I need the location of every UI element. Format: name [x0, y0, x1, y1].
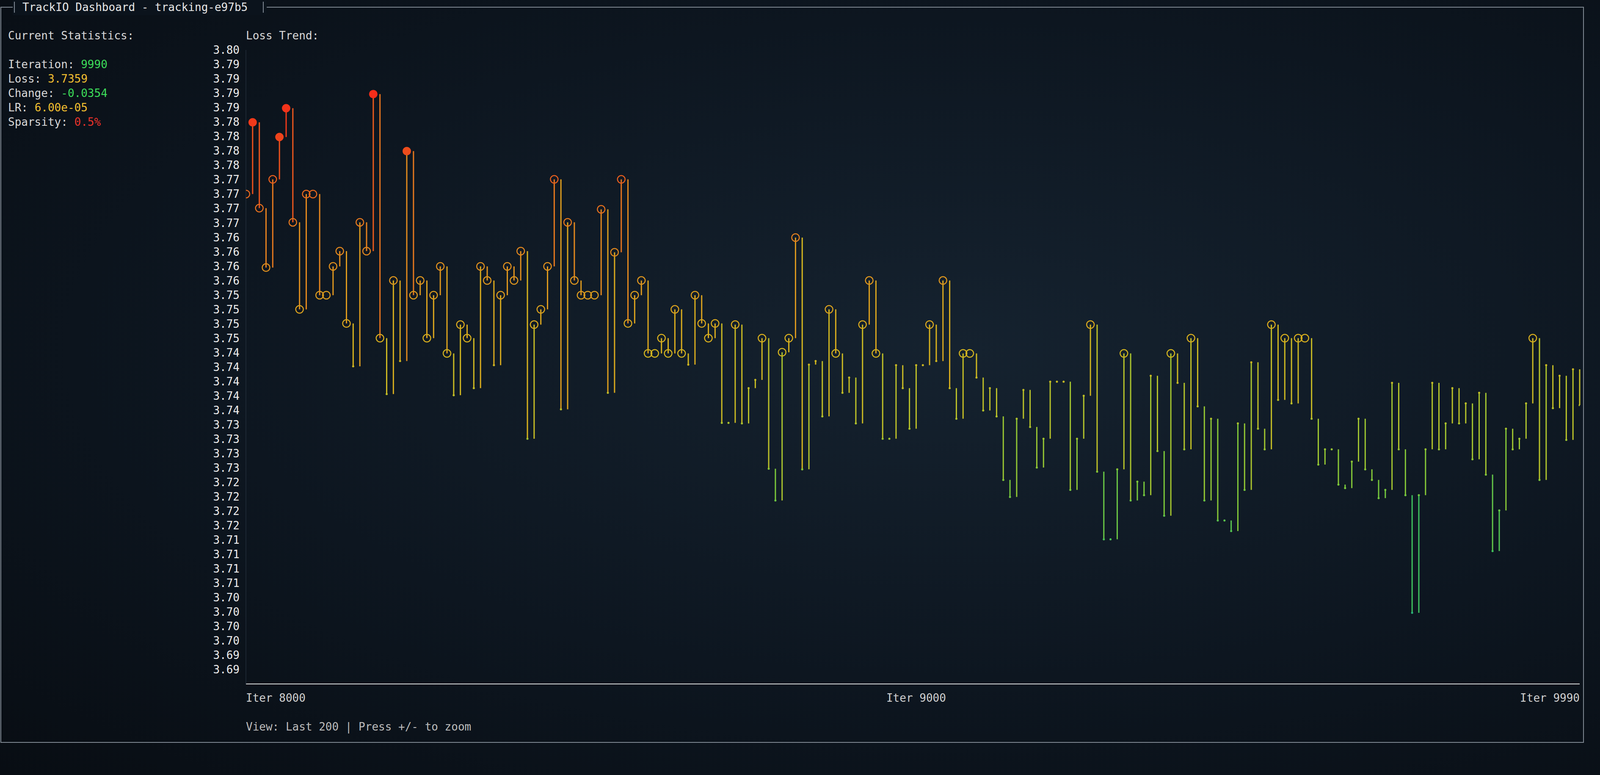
svg-text:3.76: 3.76: [212, 274, 240, 287]
svg-text:3.72: 3.72: [212, 475, 240, 489]
html-text:LR: 6.00e-05: LR: 6.00e-05: [8, 101, 88, 114]
svg-text:3.78: 3.78: [212, 158, 240, 172]
svg-text:Iter 8000: Iter 8000: [245, 691, 306, 704]
svg-text:Iter 9000: Iter 9000: [886, 691, 947, 704]
svg-text:3.76: 3.76: [212, 259, 240, 273]
svg-text:3.75: 3.75: [212, 288, 240, 302]
svg-text:3.72: 3.72: [212, 504, 240, 518]
svg-text:3.77: 3.77: [212, 187, 240, 201]
html-text:Loss: 3.7359: Loss: 3.7359: [8, 72, 88, 86]
html-text:Sparsity: 0.5%: Sparsity: 0.5%: [8, 115, 101, 129]
svg-text:3.78: 3.78: [212, 144, 240, 158]
html-text:TrackIO Dashboard - tracking-e: TrackIO Dashboard - tracking-e97b5: [22, 0, 248, 14]
svg-text:3.74: 3.74: [212, 389, 240, 403]
svg-text:3.71: 3.71: [212, 547, 240, 561]
svg-text:3.73: 3.73: [212, 446, 240, 460]
svg-text:3.79: 3.79: [212, 86, 240, 100]
svg-text:3.73: 3.73: [212, 461, 240, 475]
svg-text:3.69: 3.69: [212, 662, 240, 676]
svg-text:3.78: 3.78: [212, 115, 240, 129]
svg-text:3.74: 3.74: [212, 375, 240, 388]
svg-text:3.71: 3.71: [212, 576, 240, 590]
svg-text:3.75: 3.75: [212, 303, 240, 316]
svg-text:3.72: 3.72: [212, 490, 240, 503]
svg-text:Iter 9990: Iter 9990: [1520, 691, 1580, 704]
svg-text:3.74: 3.74: [212, 403, 240, 417]
html-text:Current Statistics:: Current Statistics:: [8, 29, 134, 42]
svg-text:3.76: 3.76: [212, 245, 240, 259]
svg-text:3.79: 3.79: [212, 57, 240, 71]
svg-text:3.79: 3.79: [212, 101, 240, 114]
svg-text:3.75: 3.75: [212, 331, 240, 345]
svg-text:3.74: 3.74: [212, 346, 240, 359]
svg-text:3.76: 3.76: [212, 231, 240, 244]
svg-text:3.75: 3.75: [212, 317, 240, 331]
svg-text:3.70: 3.70: [212, 605, 240, 618]
svg-text:3.71: 3.71: [212, 533, 240, 547]
html-text:View: Last 200 | Press +/- to: View: Last 200 | Press +/- to zoom: [245, 720, 472, 733]
svg-text:3.70: 3.70: [212, 619, 240, 633]
svg-text:3.73: 3.73: [212, 432, 240, 446]
svg-text:3.74: 3.74: [212, 360, 240, 374]
svg-text:3.77: 3.77: [212, 173, 240, 186]
svg-text:3.77: 3.77: [212, 201, 240, 215]
svg-text:3.73: 3.73: [212, 418, 240, 431]
svg-text:3.72: 3.72: [212, 518, 240, 532]
svg-text:3.71: 3.71: [212, 562, 240, 575]
svg-text:3.78: 3.78: [212, 129, 240, 143]
html-text:Iteration: 9990: Iteration: 9990: [8, 57, 108, 71]
svg-text:3.79: 3.79: [212, 72, 240, 86]
svg-text:3.70: 3.70: [212, 634, 240, 647]
svg-text:3.69: 3.69: [212, 648, 240, 662]
svg-text:3.80: 3.80: [212, 43, 240, 57]
svg-text:3.70: 3.70: [212, 590, 240, 604]
html-text:Loss Trend:: Loss Trend:: [245, 29, 319, 42]
svg-text:3.77: 3.77: [212, 216, 240, 230]
html-text:Change: -0.0354: Change: -0.0354: [8, 86, 108, 100]
